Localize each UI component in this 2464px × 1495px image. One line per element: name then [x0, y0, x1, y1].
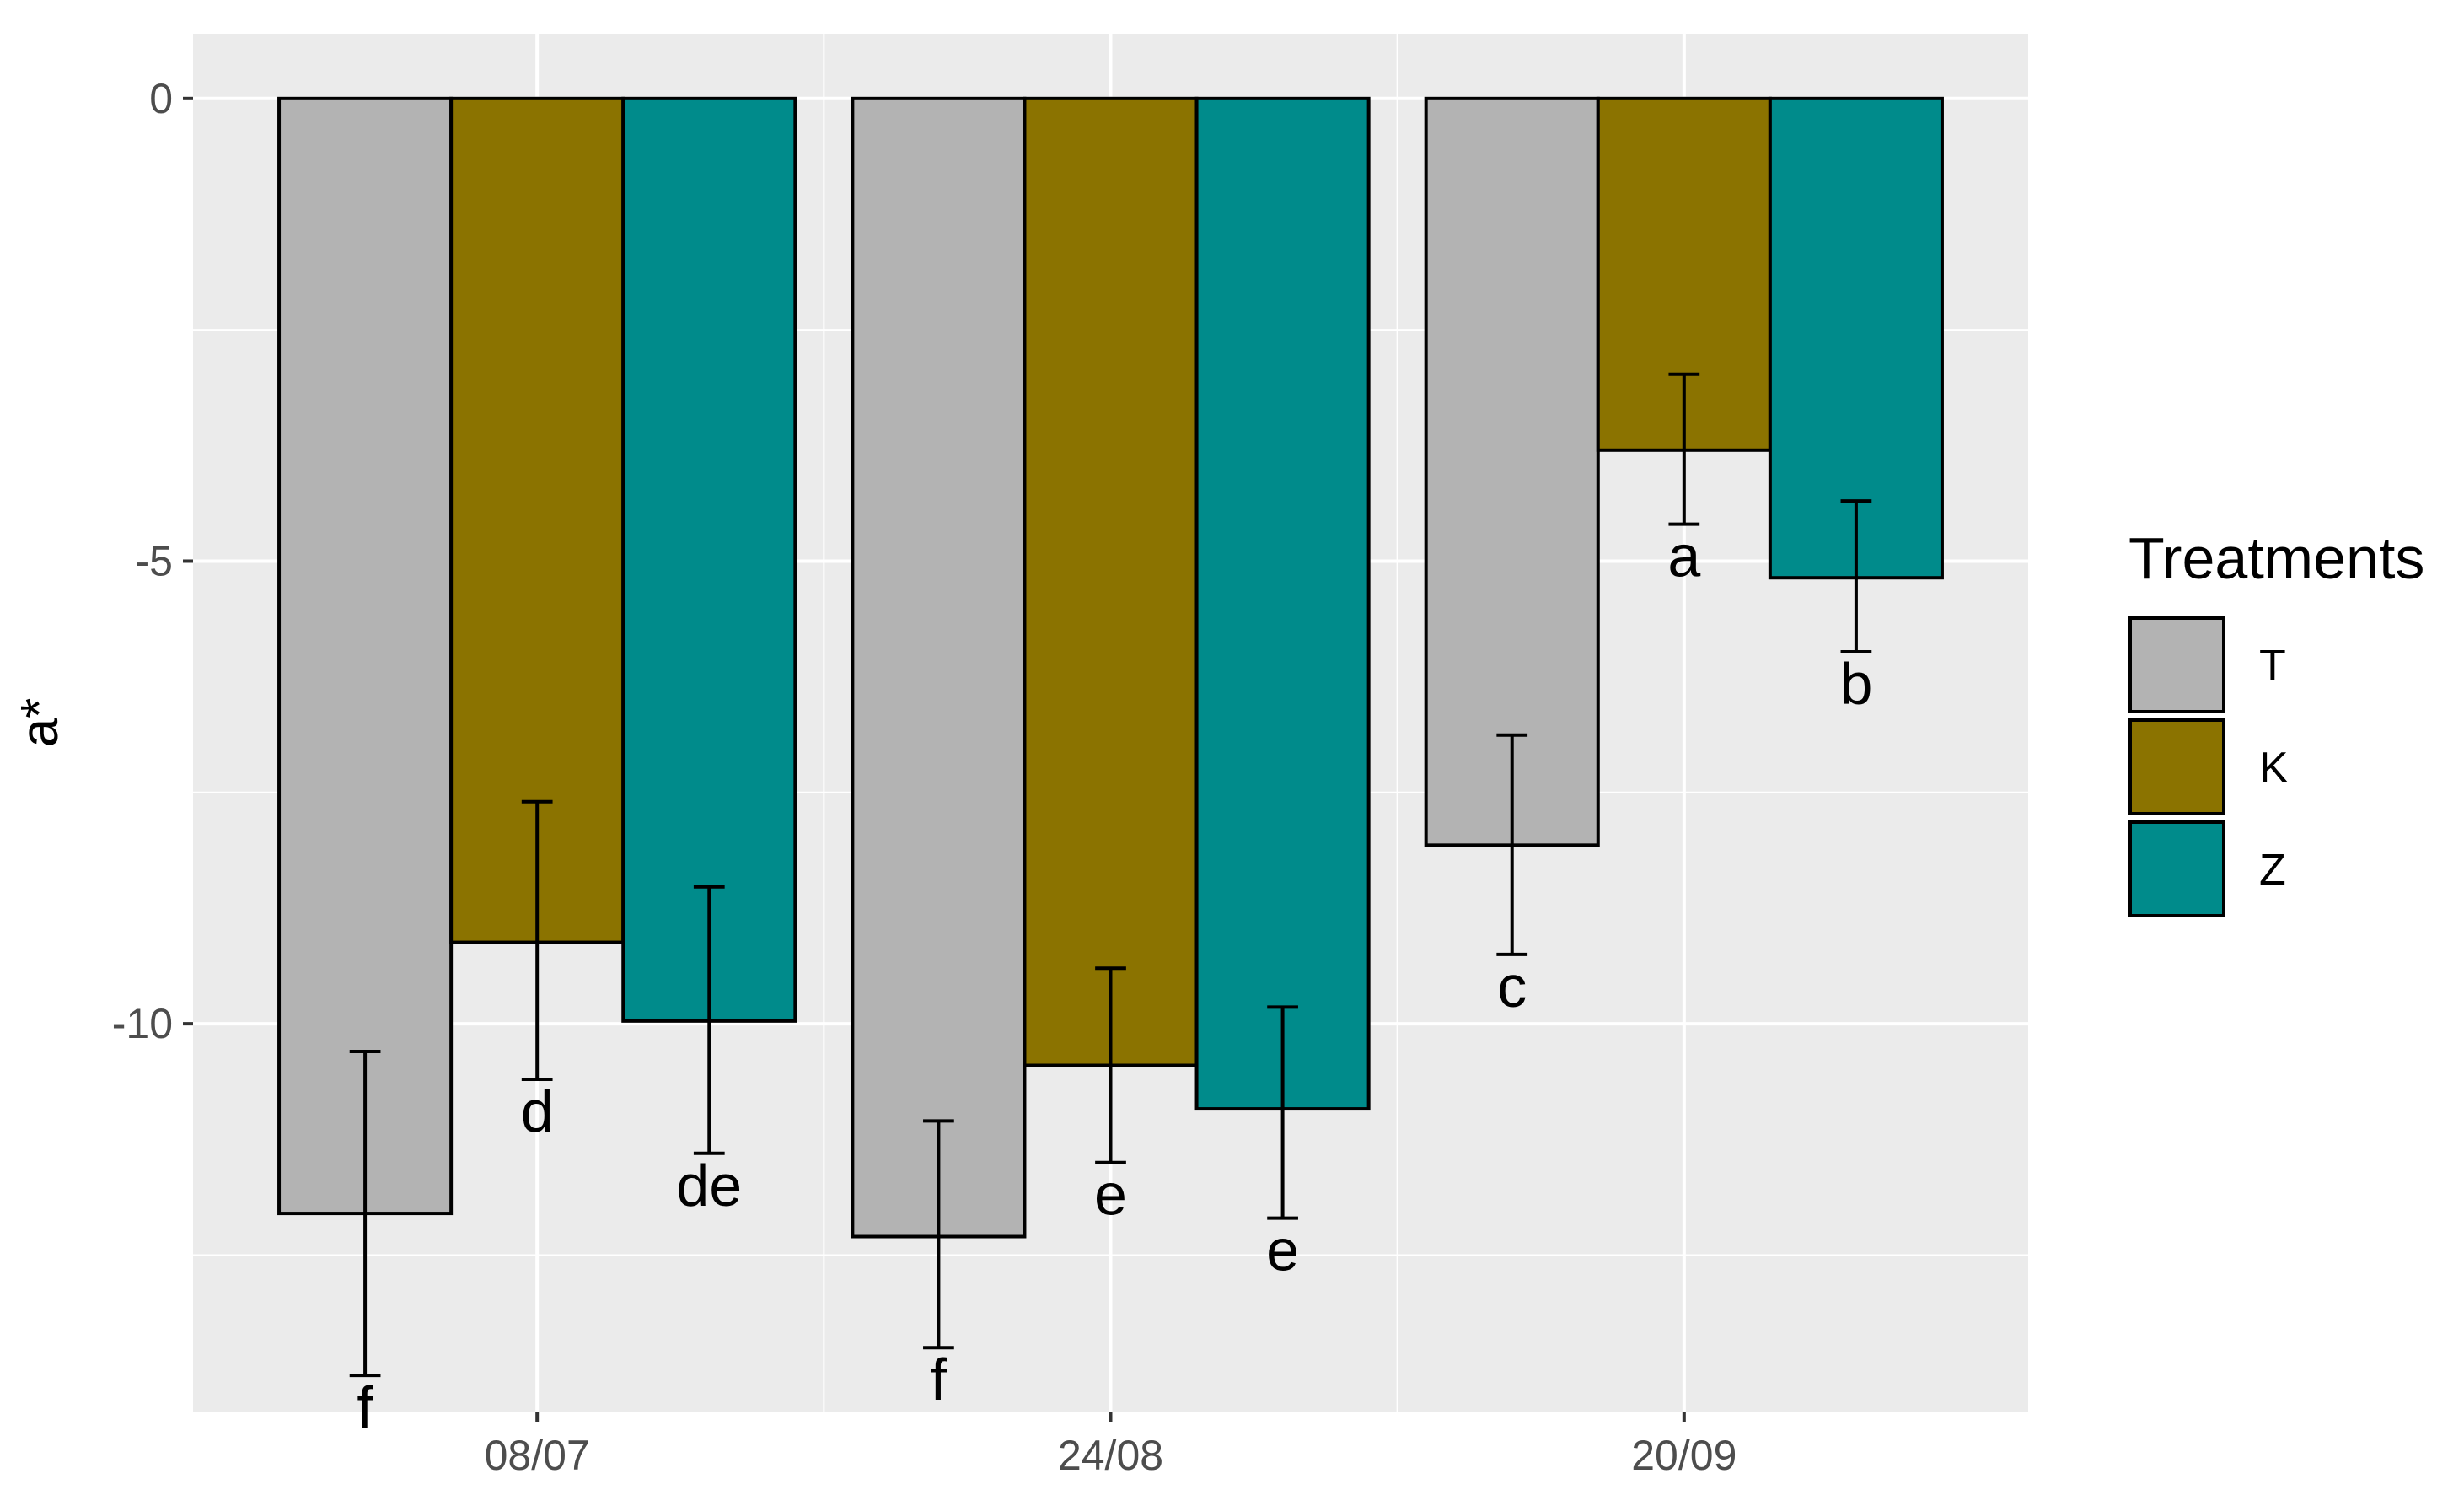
bar-T-2	[851, 96, 1027, 1239]
legend-items: T K Z	[2128, 616, 2289, 917]
x-tick-label: 20/09	[1631, 1432, 1737, 1479]
significance-label-Z-3: b	[1839, 651, 1872, 717]
legend-swatch-T	[2128, 616, 2225, 713]
significance-label-T-3: c	[1497, 954, 1527, 1019]
legend: Treatments T K Z	[2128, 525, 2424, 917]
bar-Z-3	[1768, 96, 1944, 580]
legend-label-K: K	[2259, 744, 2289, 793]
legend-swatch-K	[2128, 718, 2225, 815]
legend-label-T: T	[2259, 642, 2286, 691]
significance-label-T-2: f	[931, 1347, 947, 1412]
significance-label-T-1: f	[357, 1374, 373, 1440]
legend-label-Z: Z	[2259, 846, 2286, 895]
significance-label-K-1: d	[521, 1078, 554, 1144]
significance-label-Z-1: de	[676, 1153, 742, 1218]
x-tick-label: 08/07	[485, 1432, 590, 1479]
bar-Z-1	[621, 96, 797, 1023]
y-axis-title: a*	[11, 698, 69, 748]
y-tick-label: -5	[136, 537, 173, 584]
y-axis: 0 -5 -10	[112, 75, 193, 1047]
y-tick-label: 0	[149, 75, 173, 122]
legend-title: Treatments	[2128, 525, 2424, 591]
x-tick-label: 24/08	[1058, 1432, 1163, 1479]
x-axis: 08/07 24/08 20/09	[485, 1412, 1737, 1479]
error-bars	[349, 372, 1872, 1378]
significance-label-K-3: a	[1667, 524, 1700, 589]
bar-T-1	[277, 96, 454, 1216]
significance-label-Z-2: e	[1266, 1218, 1299, 1283]
significance-label-K-2: e	[1094, 1162, 1127, 1228]
bar-Z-2	[1194, 96, 1371, 1111]
y-tick-label: -10	[112, 1000, 173, 1047]
bar-T-3	[1424, 96, 1600, 847]
bar-K-2	[1023, 96, 1199, 1067]
legend-swatch-Z	[2128, 820, 2225, 917]
